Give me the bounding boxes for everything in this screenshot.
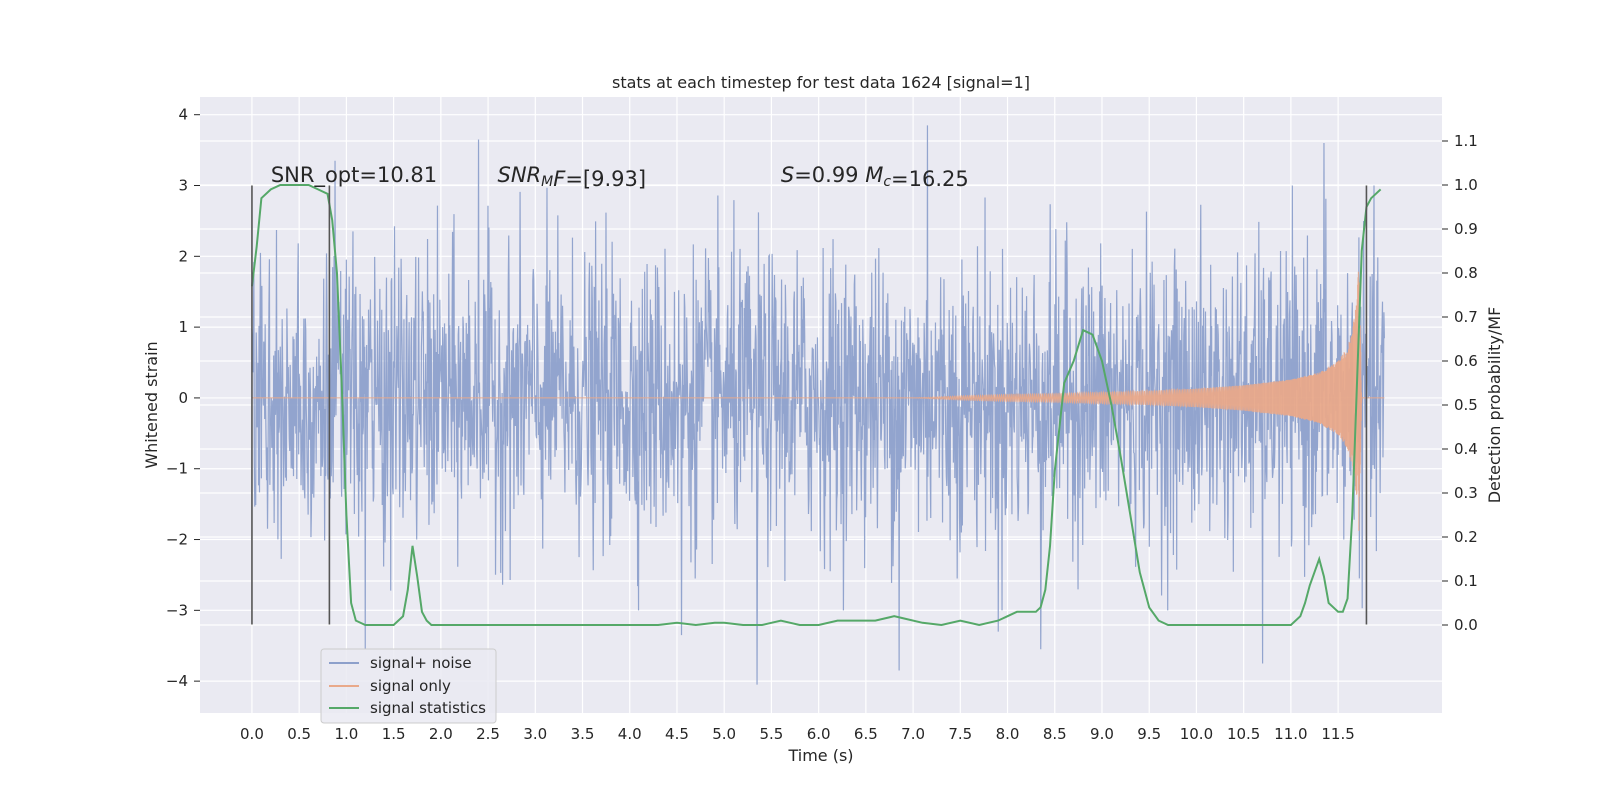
x-tick-label: 11.0 [1274, 725, 1307, 743]
y-right-tick-label: 0.9 [1454, 220, 1478, 238]
series-layer [250, 125, 1385, 685]
y-right-tick-label: 0.4 [1454, 440, 1478, 458]
y-right-tick-label: 0.8 [1454, 264, 1478, 282]
x-tick-label: 1.0 [334, 725, 358, 743]
x-tick-label: 9.0 [1090, 725, 1114, 743]
y-axis-right-ticks: 1.1 1.0 0.9 0.8 0.7 0.6 0.5 0.4 0.3 0.2 0.1 0.0 [1442, 132, 1478, 634]
series-signal-only [251, 271, 1385, 531]
series-signal-statistics [250, 184, 1382, 627]
y-left-tick-label: −2 [166, 531, 188, 549]
annotation-text: S=0.99 Mc=16.25 [781, 163, 969, 191]
y-right-tick-label: 0.3 [1454, 484, 1478, 502]
legend-box [320, 648, 497, 724]
x-tick-label: 10.5 [1227, 725, 1260, 743]
x-tick-label: 0.5 [287, 725, 311, 743]
y-left-tick-label: 0 [178, 389, 188, 407]
x-tick-label: 2.5 [476, 725, 500, 743]
x-tick-label: 3.0 [523, 725, 547, 743]
x-tick-label: 11.5 [1321, 725, 1354, 743]
x-tick-label: 2.0 [429, 725, 453, 743]
y-right-tick-label: 0.1 [1454, 572, 1478, 590]
legend-label-signal-noise: signal+ noise [370, 654, 472, 672]
y-right-tick-label: 0.2 [1454, 528, 1478, 546]
legend: signal+ noise signal only signal statist… [320, 648, 497, 724]
x-tick-label: 3.5 [571, 725, 595, 743]
y-right-tick-label: 0.7 [1454, 308, 1478, 326]
annotations: SNR_opt=10.81 SNRMF=[9.93] S=0.99 Mc=16.25 [271, 163, 969, 191]
x-tick-label: 7.0 [901, 725, 925, 743]
x-axis-label: Time (s) [787, 746, 853, 765]
vertical-markers [251, 185, 1368, 625]
y-left-tick-label: −1 [166, 460, 188, 478]
x-tick-label: 5.5 [759, 725, 783, 743]
x-tick-label: 6.0 [807, 725, 831, 743]
y-left-tick-label: 2 [178, 247, 188, 265]
y-left-tick-label: 1 [178, 318, 188, 336]
y-left-tick-label: −3 [166, 601, 188, 619]
legend-label-signal-only: signal only [370, 677, 451, 695]
x-tick-label: 10.0 [1180, 725, 1213, 743]
chart-title: stats at each timestep for test data 162… [612, 73, 1030, 92]
y-right-tick-label: 0.5 [1454, 396, 1478, 414]
legend-label-signal-statistics: signal statistics [370, 699, 486, 717]
annotation-text: SNR_opt=10.81 [271, 163, 437, 188]
y-right-tick-label: 1.0 [1454, 176, 1478, 194]
x-tick-label: 8.0 [996, 725, 1020, 743]
x-tick-label: 8.5 [1043, 725, 1067, 743]
annotation-text: SNRMF=[9.93] [498, 163, 647, 191]
y-right-tick-label: 0.6 [1454, 352, 1478, 370]
y-axis-right-label: Detection probability/MF [1485, 307, 1504, 504]
x-axis-ticks: 0.0 0.5 1.0 1.5 2.0 2.5 3.0 3.5 4.0 4.5 5.0 5.5 6.0 6… [240, 725, 1355, 743]
x-tick-label: 4.5 [665, 725, 689, 743]
x-tick-label: 7.5 [948, 725, 972, 743]
y-left-tick-label: 4 [178, 106, 188, 124]
x-tick-label: 6.5 [854, 725, 878, 743]
x-tick-label: 5.0 [712, 725, 736, 743]
y-axis-left-ticks: 4 3 2 1 0 −1 −2 −3 −4 [166, 106, 200, 690]
y-right-tick-label: 1.1 [1454, 132, 1478, 150]
x-tick-label: 9.5 [1137, 725, 1161, 743]
y-left-tick-label: 3 [178, 177, 188, 195]
y-axis-left-label: Whitened strain [142, 341, 161, 468]
x-tick-label: 1.5 [382, 725, 406, 743]
y-left-tick-label: −4 [166, 672, 188, 690]
x-tick-label: 0.0 [240, 725, 264, 743]
y-right-tick-label: 0.0 [1454, 616, 1478, 634]
x-tick-label: 4.0 [618, 725, 642, 743]
